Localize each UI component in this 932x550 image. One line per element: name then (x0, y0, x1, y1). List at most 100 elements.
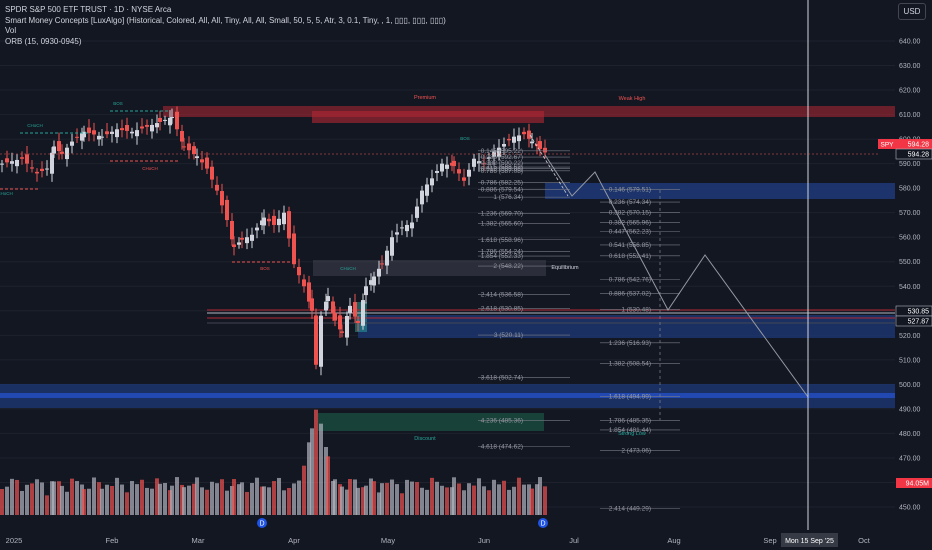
time-axis[interactable]: 2025 Feb Mar Apr May Jun Jul Aug Sep Oct Mon 15 Se… (0, 530, 932, 550)
volume-bar (267, 487, 271, 515)
volume-bar (272, 481, 276, 515)
candle-body (170, 117, 174, 119)
candle-body (400, 227, 404, 229)
candle-body (240, 237, 244, 240)
candle-body (175, 111, 179, 130)
legend-indicator-orb[interactable]: ORB (15, 0930-0945) (5, 36, 82, 46)
volume-bar (187, 485, 191, 515)
candle-body (92, 130, 96, 135)
candle-body (5, 158, 9, 163)
price-axis[interactable]: 640.00630.00620.00610.00600.00590.00580.… (895, 0, 932, 530)
candle-body (331, 301, 335, 314)
candle-body (245, 237, 249, 244)
legend-indicator-vol[interactable]: Vol (5, 26, 17, 35)
price-badge-value: 527.87 (908, 319, 930, 326)
price-tick-label: 480.00 (899, 431, 921, 438)
candle-body (497, 147, 501, 157)
price-badge (895, 315, 932, 327)
candle-body (168, 117, 172, 126)
volume-bar (535, 484, 539, 515)
candle-body (415, 206, 419, 218)
fib-level-label: 0.447 (562.23) (609, 229, 651, 236)
volume-bar (20, 490, 24, 515)
volume-bar (369, 478, 373, 515)
volume-bar (262, 486, 266, 515)
volume-bar (60, 485, 64, 515)
candle-body (543, 147, 547, 153)
candle-body (200, 159, 204, 163)
volume-bar (175, 477, 179, 515)
candle-body (187, 143, 191, 151)
candle-body (25, 154, 29, 164)
fib-level-label: 0.786 (582.25) (481, 180, 523, 187)
price-badge-value: 530.85 (908, 309, 930, 316)
volume-bar (340, 486, 344, 515)
dividend-marker[interactable] (538, 518, 548, 528)
fib-level-label: 0.382 (590.22) (481, 160, 523, 167)
price-tick-label: 560.00 (899, 235, 921, 242)
volume-bar (0, 489, 4, 515)
fib-level-label: 2 (548.22) (493, 263, 523, 270)
dividend-marker-label: D (540, 521, 545, 528)
projection-dashed-line (529, 134, 569, 197)
volume-bar (163, 482, 167, 515)
volume-bar (125, 492, 129, 515)
legend-indicator-smc[interactable]: Smart Money Concepts [LuxAlgo] (Historic… (5, 15, 446, 25)
candle-body (361, 300, 365, 326)
legend-symbol-title[interactable]: SPDR S&P 500 ETF TRUST · 1D · NYSE Arca (5, 5, 172, 14)
smc-label: CHoCH (0, 191, 13, 196)
smc-label: CHoCH (27, 123, 43, 128)
candle-body (512, 136, 516, 143)
candle-body (215, 184, 219, 191)
candle-body (467, 169, 471, 177)
fib-level-label: 3 (520.11) (494, 332, 523, 339)
candle-body (472, 158, 476, 167)
candle-body (10, 161, 14, 164)
candle-body (364, 286, 368, 296)
candle-body (97, 135, 101, 140)
fib-level-label: 0.382 (570.15) (609, 209, 651, 216)
candle-body (353, 302, 357, 317)
chart-legend: SPDR S&P 500 ETF TRUST · 1D · NYSE Arca … (5, 5, 446, 47)
candlesticks (0, 106, 547, 376)
volume-bar (105, 484, 109, 515)
crosshair-date-badge (781, 533, 838, 547)
fib-level-label: 1.854 (552.33) (481, 253, 523, 260)
price-tick-label: 610.00 (899, 112, 921, 119)
fib-level-label: 0.886 (537.02) (609, 291, 651, 298)
discount-label: Discount (414, 436, 436, 442)
volume-bar (372, 481, 376, 515)
volume-bar (502, 480, 506, 515)
volume-bar (445, 487, 449, 515)
fib-level-label: 1.618 (494.99) (609, 394, 651, 401)
fib-level-label: 4.236 (485.36) (481, 417, 523, 424)
volume-bar (457, 483, 461, 515)
candle-body (192, 146, 196, 155)
candle-body (522, 131, 526, 135)
price-tick-label: 470.00 (899, 455, 921, 462)
candle-body (105, 131, 109, 135)
candle-body (372, 276, 376, 286)
time-tick-label: Sep (763, 536, 776, 545)
fib-level-label: 0.236 (592.67) (481, 154, 523, 161)
candle-body (210, 166, 214, 180)
candle-body (477, 161, 481, 164)
currency-button[interactable]: USD (898, 3, 926, 20)
candle-body (125, 125, 129, 131)
candle-body (507, 138, 511, 141)
price-tick-label: 490.00 (899, 406, 921, 413)
volume-bar (25, 484, 29, 515)
candle-body (324, 301, 328, 311)
candle-body (410, 222, 414, 229)
candle-body (277, 218, 281, 226)
candle-body (150, 124, 154, 132)
crosshair-date-label: Mon 15 Sep '25 (785, 538, 834, 545)
candle-body (425, 184, 429, 196)
dividend-marker[interactable] (257, 518, 267, 528)
volume-bar (115, 477, 119, 515)
equilibrium-zone (313, 260, 546, 276)
price-tick-label: 570.00 (899, 210, 921, 217)
candle-body (338, 315, 342, 330)
discount-zone (318, 413, 544, 431)
